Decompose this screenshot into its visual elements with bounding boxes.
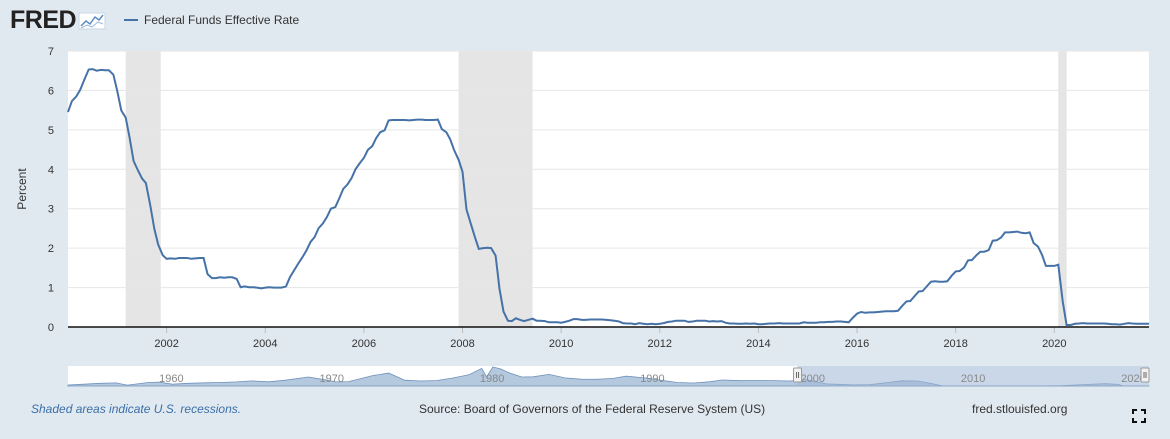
navigator-tick-label-2010: 2010 bbox=[961, 373, 985, 385]
recession-band-1 bbox=[125, 51, 161, 327]
series-line-federal-funds-rate[interactable] bbox=[67, 68, 1149, 326]
chart-legend: Federal Funds Effective Rate bbox=[124, 13, 299, 27]
x-tick-label-2018: 2018 bbox=[943, 338, 967, 350]
navigator-handle-left[interactable] bbox=[793, 367, 803, 383]
y-tick-label-5: 5 bbox=[48, 125, 54, 137]
x-axis-ticks: 2002 2004 2006 2008 2010 2012 2014 2016 2018 2020 bbox=[154, 327, 1067, 350]
y-tick-label-2: 2 bbox=[48, 243, 54, 255]
range-navigator[interactable]: 1960 1970 1980 1990 2000 2010 2020 bbox=[67, 366, 1150, 387]
y-tick-label-3: 3 bbox=[48, 204, 54, 216]
legend-swatch bbox=[124, 19, 138, 21]
recession-bands bbox=[125, 51, 1067, 327]
x-tick-label-2002: 2002 bbox=[154, 338, 178, 350]
fred-logo[interactable]: FRED bbox=[10, 6, 106, 35]
logo-text: FRED bbox=[10, 6, 77, 34]
fullscreen-icon[interactable] bbox=[1132, 409, 1146, 423]
recession-band-2 bbox=[458, 51, 533, 327]
navigator-ticks: 1960 1970 1980 1990 2000 2010 2020 bbox=[159, 373, 1146, 385]
x-tick-label-2012: 2012 bbox=[648, 338, 672, 350]
navigator-tick-label-2000: 2000 bbox=[801, 373, 825, 385]
site-link[interactable]: fred.stlouisfed.org bbox=[972, 402, 1068, 416]
x-tick-label-2010: 2010 bbox=[549, 338, 573, 350]
x-tick-label-2020: 2020 bbox=[1042, 338, 1066, 350]
navigator-tick-label-1980: 1980 bbox=[480, 373, 504, 385]
y-tick-label-1: 1 bbox=[48, 283, 54, 295]
navigator-tick-label-1970: 1970 bbox=[320, 373, 344, 385]
plot-background bbox=[68, 51, 1149, 327]
x-tick-label-2006: 2006 bbox=[352, 338, 376, 350]
x-tick-label-2004: 2004 bbox=[253, 338, 277, 350]
x-tick-label-2008: 2008 bbox=[450, 338, 474, 350]
navigator-selected-range[interactable] bbox=[797, 366, 1149, 386]
y-tick-label-7: 7 bbox=[48, 46, 54, 58]
drag-handle-icon bbox=[793, 367, 803, 383]
navigator-tick-label-2020: 2020 bbox=[1121, 373, 1145, 385]
source-text: Source: Board of Governors of the Federa… bbox=[419, 402, 766, 416]
line-chart: 0 1 2 3 4 5 6 7 2002 2004 2006 2008 2010 2012 2014 201… bbox=[15, 46, 1150, 387]
y-axis-ticks: 0 1 2 3 4 5 6 7 bbox=[48, 46, 54, 334]
recession-band-3 bbox=[1058, 51, 1067, 327]
navigator-handle-right[interactable] bbox=[1140, 367, 1150, 383]
navigator-tick-label-1960: 1960 bbox=[159, 373, 183, 385]
y-tick-label-4: 4 bbox=[48, 164, 54, 176]
navigator-tick-label-1990: 1990 bbox=[640, 373, 664, 385]
y-axis-label: Percent bbox=[15, 168, 29, 210]
y-tick-label-6: 6 bbox=[48, 85, 54, 97]
x-tick-label-2014: 2014 bbox=[746, 338, 770, 350]
recession-note: Shaded areas indicate U.S. recessions. bbox=[31, 402, 242, 416]
drag-handle-icon bbox=[1140, 367, 1150, 383]
legend-series-label: Federal Funds Effective Rate bbox=[144, 13, 300, 27]
chart-line-icon bbox=[78, 12, 106, 29]
x-tick-label-2016: 2016 bbox=[845, 338, 869, 350]
y-tick-label-0: 0 bbox=[48, 322, 54, 334]
